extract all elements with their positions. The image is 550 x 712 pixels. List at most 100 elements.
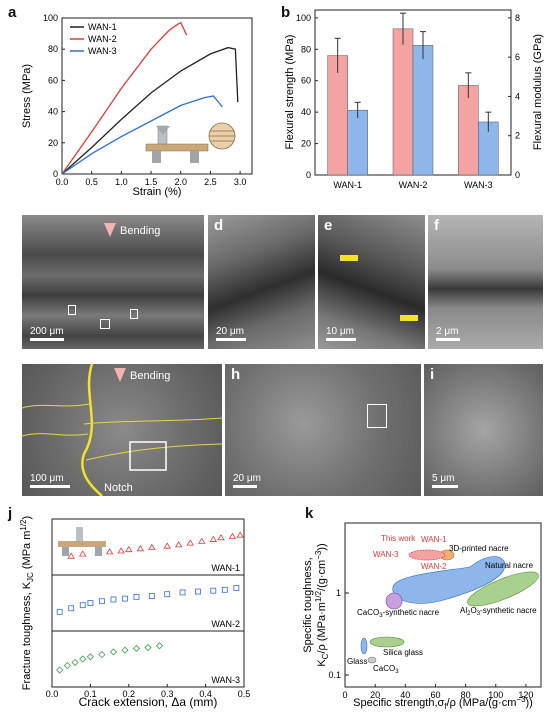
region-box-e — [100, 319, 110, 329]
j-point-wan2 — [133, 593, 140, 600]
ashby-chart: 0 20 40 60 80 100 120 0.1 1 This work WAN-1 WAN… — [302, 522, 542, 711]
b-ytick-right-label: 0 — [515, 170, 520, 180]
yellow-arrow-icon-2 — [400, 315, 418, 321]
a-ytick-label: 60 — [48, 75, 58, 85]
j-point-wan1 — [228, 532, 237, 539]
j-xtick-label: 0.2 — [123, 689, 136, 699]
j-point-wan3 — [132, 644, 141, 653]
a-xtick-label: 3.0 — [234, 177, 247, 187]
a-legend-label: WAN-1 — [88, 22, 117, 32]
j-point-wan3 — [98, 651, 106, 659]
k-xtick-label: 20 — [370, 690, 380, 700]
j-point-wan1 — [125, 545, 133, 553]
b-ytick-left-label: 40 — [301, 107, 311, 117]
j-point-wan1 — [209, 535, 217, 542]
a-legend-label: WAN-3 — [88, 46, 117, 56]
scale-label-f: 2 μm — [436, 326, 459, 337]
j-point-wan2 — [110, 596, 117, 603]
j-xtick-label: 0.1 — [84, 689, 97, 699]
natural-nacre-label: Natural nacre — [485, 561, 534, 570]
j-point-wan1 — [175, 541, 183, 548]
region-box-f — [130, 309, 138, 319]
panel-a: a 0.0 0.5 1.0 1.5 2.0 2.5 3.0 0 20 40 60 80 100 WAN… — [0, 0, 275, 200]
scale-bar-i — [432, 485, 458, 488]
caco3-region — [367, 656, 377, 664]
b-ytick-left-label: 20 — [301, 139, 311, 149]
j-xtick-label: 0.0 — [46, 689, 59, 699]
j-point-wan3 — [109, 648, 118, 656]
al2o3-region — [467, 571, 539, 607]
panel-label-h: h — [231, 366, 241, 383]
a-xlabel: Strain (%) — [133, 186, 182, 198]
a-xtick-label: 1.5 — [145, 177, 158, 187]
k-xtick-label: 0 — [342, 690, 347, 700]
scale-bar-c — [30, 338, 64, 341]
b-category-label: WAN-3 — [464, 180, 493, 190]
panel-label-d: d — [214, 217, 224, 234]
panel-label-e: e — [324, 217, 333, 234]
b-category-label: WAN-2 — [399, 180, 428, 190]
wan2-label: WAN-2 — [421, 562, 447, 571]
b-category-label: WAN-1 — [333, 180, 362, 190]
glass-label: Glass — [347, 657, 367, 666]
panel-label-b: b — [281, 4, 291, 21]
a-ytick-label: 80 — [48, 44, 58, 54]
b-ytick-left-label: 0 — [306, 170, 311, 180]
b-modulus-bar — [412, 45, 434, 176]
j-point-wan2 — [179, 589, 186, 596]
stress-strain-chart: 0.0 0.5 1.0 1.5 2.0 2.5 3.0 0 20 40 60 80 100 WAN-1… — [21, 13, 253, 198]
b-ytick-left-label: 60 — [301, 76, 311, 86]
scale-bar-g — [30, 485, 70, 488]
wan1-label: WAN-1 — [421, 535, 447, 544]
k-ylabel-line1: Specific toughness, — [302, 557, 314, 652]
j-point-wan2 — [210, 587, 217, 594]
k-xlabel: Specific strength,σf/ρ (MPa/(g·cm−3)) — [353, 695, 533, 711]
scale-label-e: 10 μm — [326, 326, 354, 337]
j-point-wan2 — [87, 600, 94, 606]
k-xtick-label: 40 — [400, 690, 410, 700]
j-ylabel: Fracture toughness, KJC (MPa m1/2) — [19, 516, 35, 690]
b-ylabel-left: Flexural strength (MPa) — [284, 35, 296, 150]
j-point-wan3 — [63, 662, 71, 670]
b-strength-bar — [458, 85, 479, 176]
sem-image-c: c Bending 200 μm — [22, 215, 204, 349]
j-point-wan1 — [186, 539, 194, 546]
j-point-wan3 — [56, 666, 64, 674]
a-series-line-1 — [61, 46, 239, 175]
a-xtick-label: 0.0 — [56, 177, 69, 187]
j-point-wan2 — [195, 588, 201, 595]
a-ytick-label: 20 — [48, 138, 58, 148]
wan3-label: WAN-3 — [373, 550, 399, 559]
j-point-wan3 — [155, 642, 164, 650]
a-series-line-2 — [61, 21, 188, 175]
panel-label-f: f — [434, 217, 439, 234]
a-legend-label: WAN-2 — [88, 34, 117, 44]
j-point-wan1 — [217, 534, 225, 541]
a-xtick-label: 2.5 — [204, 177, 217, 187]
j-point-wan2 — [233, 585, 240, 591]
j-point-wan2 — [99, 598, 105, 605]
j-point-wan3 — [86, 653, 94, 661]
j-series-label: WAN-1 — [211, 563, 240, 573]
j-xtick-label: 0.5 — [238, 689, 251, 699]
al2o3-label: Al2O3-synthetic nacre — [460, 606, 537, 617]
j-point-wan2 — [221, 586, 228, 593]
j-series-label: WAN-3 — [211, 675, 240, 685]
j-point-wan3 — [121, 646, 129, 654]
crack-paths — [22, 364, 222, 496]
caco3-synthetic-label: CaCO3-synthetic nacre — [357, 608, 440, 619]
scale-label-i: 5 μm — [432, 473, 455, 484]
scale-bar-d — [216, 338, 246, 341]
j-point-wan3 — [71, 658, 79, 667]
b-ytick-right-label: 8 — [515, 13, 520, 23]
j-point-wan1 — [117, 547, 125, 554]
panel-k: k 0 20 40 60 80 100 120 0.1 1 This work WAN-1 W… — [275, 505, 550, 712]
region-box-i — [367, 404, 387, 428]
panel-label-i: i — [430, 366, 435, 383]
caco3-label: CaCO3 — [373, 664, 399, 675]
region-box-d — [68, 305, 76, 315]
k-xtick-label: 60 — [430, 690, 440, 700]
k-xtick-label: 80 — [461, 690, 471, 700]
panel-b: b 0 20 40 60 80 100 0 2 4 6 8 WAN-1 WAN-2 WAN-3 Fle… — [275, 0, 550, 200]
scale-bar-e — [326, 338, 356, 341]
